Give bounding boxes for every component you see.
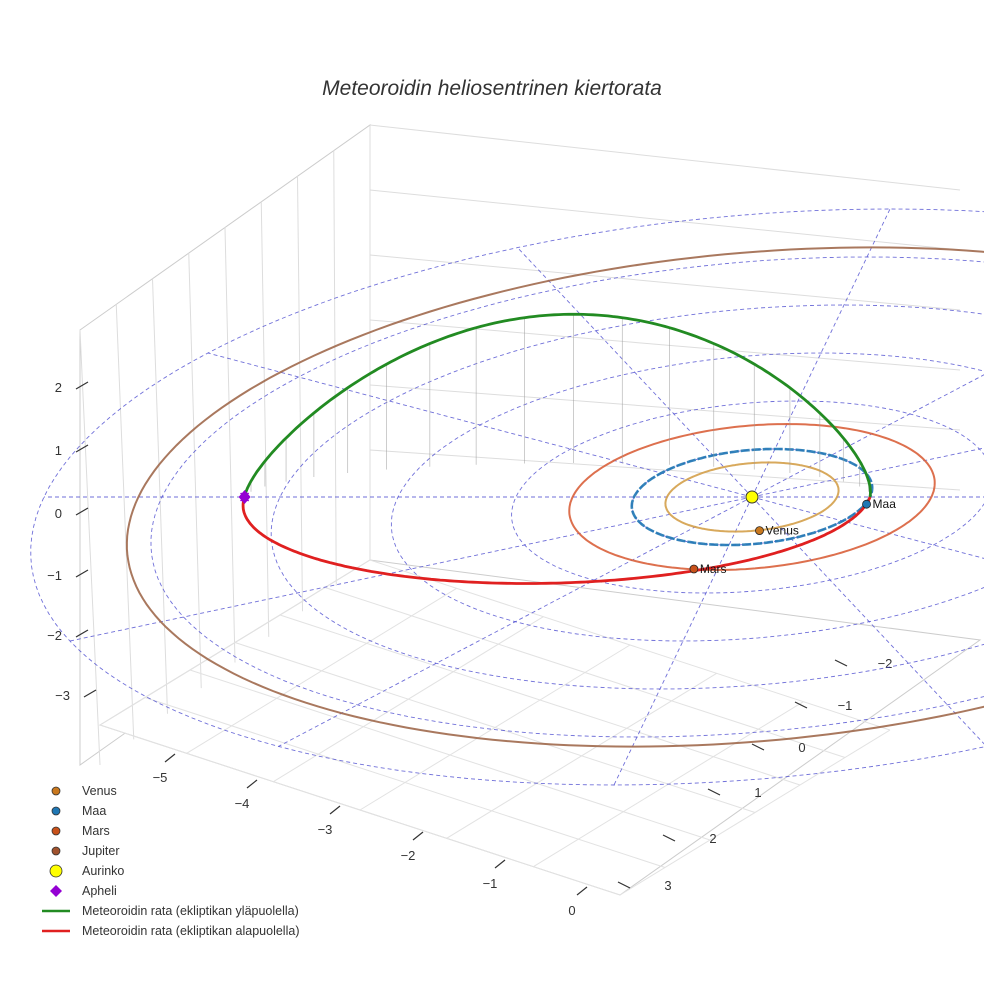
x-tick-mark xyxy=(412,831,424,841)
y-tick-label: 1 xyxy=(754,785,761,800)
back-gridline xyxy=(188,253,202,689)
x-tick-label: −3 xyxy=(318,822,333,837)
legend-swatch xyxy=(51,786,61,796)
y-tick-mark xyxy=(662,834,676,842)
side-gridline xyxy=(369,254,961,311)
z-tick-label: −3 xyxy=(55,688,70,703)
legend-swatch xyxy=(49,864,63,878)
floor-gridline xyxy=(186,587,457,754)
y-tick-label: 0 xyxy=(798,740,805,755)
x-tick-label: −5 xyxy=(153,770,168,785)
z-tick-mark xyxy=(75,569,89,578)
back-gridline xyxy=(152,278,168,714)
side-gridline xyxy=(369,189,961,251)
axis-box-gridlines xyxy=(79,124,961,896)
back-gridline xyxy=(79,329,101,766)
side-gridline xyxy=(369,319,961,371)
legend-entry-label: Maa xyxy=(82,804,106,818)
x-tick-mark xyxy=(164,753,176,763)
orbit-maa xyxy=(630,447,874,547)
legend-swatch xyxy=(51,826,61,836)
meteoroid-orbit xyxy=(241,312,872,585)
ecliptic-spoke xyxy=(751,374,984,498)
ecliptic-spoke xyxy=(278,496,753,747)
side-gridline xyxy=(369,449,961,491)
meteoroid-orbit-below xyxy=(241,496,872,585)
ecliptic-spoke xyxy=(751,208,891,498)
axis-box-panes xyxy=(79,124,982,896)
y-tick-label: 3 xyxy=(664,878,671,893)
legend-entry-label: Meteoroidin rata (ekliptikan yläpuolella… xyxy=(82,904,299,918)
legend-entry-label: Meteoroidin rata (ekliptikan alapuolella… xyxy=(82,924,299,938)
planet-label-mars: Mars xyxy=(700,562,727,576)
planet-orbits xyxy=(125,246,984,748)
floor-gridline xyxy=(619,729,891,896)
floor-gridline xyxy=(359,644,631,811)
legend-entry-label: Apheli xyxy=(82,884,117,898)
floor-gridline xyxy=(446,672,717,839)
planet-label-maa: Maa xyxy=(873,497,897,511)
aphelion-cross-marker xyxy=(240,492,250,502)
orbit-mars xyxy=(568,422,936,572)
orbit-jupiter xyxy=(125,246,984,748)
x-tick-mark xyxy=(494,859,506,869)
z-tick-mark xyxy=(75,381,89,390)
x-tick-label: 0 xyxy=(568,903,575,918)
ecliptic-ring xyxy=(270,304,984,690)
z-tick-label: −2 xyxy=(47,628,62,643)
x-tick-label: −2 xyxy=(401,848,416,863)
legend-entry-label: Jupiter xyxy=(82,844,120,858)
x-tick-mark xyxy=(329,805,341,815)
z-tick-label: 1 xyxy=(55,443,62,458)
z-tick-label: −1 xyxy=(47,568,62,583)
y-tick-mark xyxy=(834,659,848,667)
z-tick-mark xyxy=(75,629,89,638)
back-gridline xyxy=(333,150,337,586)
z-tick-mark xyxy=(75,507,89,516)
back-gridline xyxy=(224,227,236,663)
legend-swatch xyxy=(51,806,61,816)
x-tick-mark xyxy=(576,886,588,896)
z-tick-label: 2 xyxy=(55,380,62,395)
y-tick-mark xyxy=(794,701,808,709)
back-gridline xyxy=(115,304,135,740)
z-tick-label: 0 xyxy=(55,506,62,521)
x-tick-mark xyxy=(246,779,258,789)
side-gridline xyxy=(369,384,961,431)
planet-label-venus: Venus xyxy=(766,524,799,538)
z-tick-mark xyxy=(75,444,89,453)
back-gridline xyxy=(260,201,270,637)
floor-gridline xyxy=(273,616,544,783)
legend: Venus Maa Mars Jupiter Aurinko Apheli Meteoroi… xyxy=(42,784,299,938)
y-tick-label: −1 xyxy=(838,698,853,713)
legend-entry-label: Mars xyxy=(82,824,110,838)
side-gridline xyxy=(369,124,961,191)
z-tick-mark xyxy=(83,689,97,698)
y-tick-mark xyxy=(707,788,721,796)
y-tick-label: 2 xyxy=(709,831,716,846)
planet-marker-mars xyxy=(689,564,699,574)
legend-entry-label: Aurinko xyxy=(82,864,124,878)
y-tick-mark xyxy=(751,743,765,751)
planet-marker-maa xyxy=(862,499,871,509)
legend-entry-label: Venus xyxy=(82,784,117,798)
planet-marker-venus xyxy=(755,526,764,535)
legend-swatch xyxy=(51,846,61,856)
sun-marker xyxy=(745,490,759,504)
chart-title: Meteoroidin heliosentrinen kiertorata xyxy=(322,77,662,100)
legend-swatch xyxy=(50,885,62,897)
meteoroid-orbit-above xyxy=(243,312,872,498)
ecliptic-spoke xyxy=(613,496,753,786)
orbit-venus xyxy=(664,461,840,533)
x-tick-label: −4 xyxy=(235,796,250,811)
y-tick-mark xyxy=(617,881,631,889)
x-tick-label: −1 xyxy=(483,876,498,891)
back-gridline xyxy=(297,176,303,612)
